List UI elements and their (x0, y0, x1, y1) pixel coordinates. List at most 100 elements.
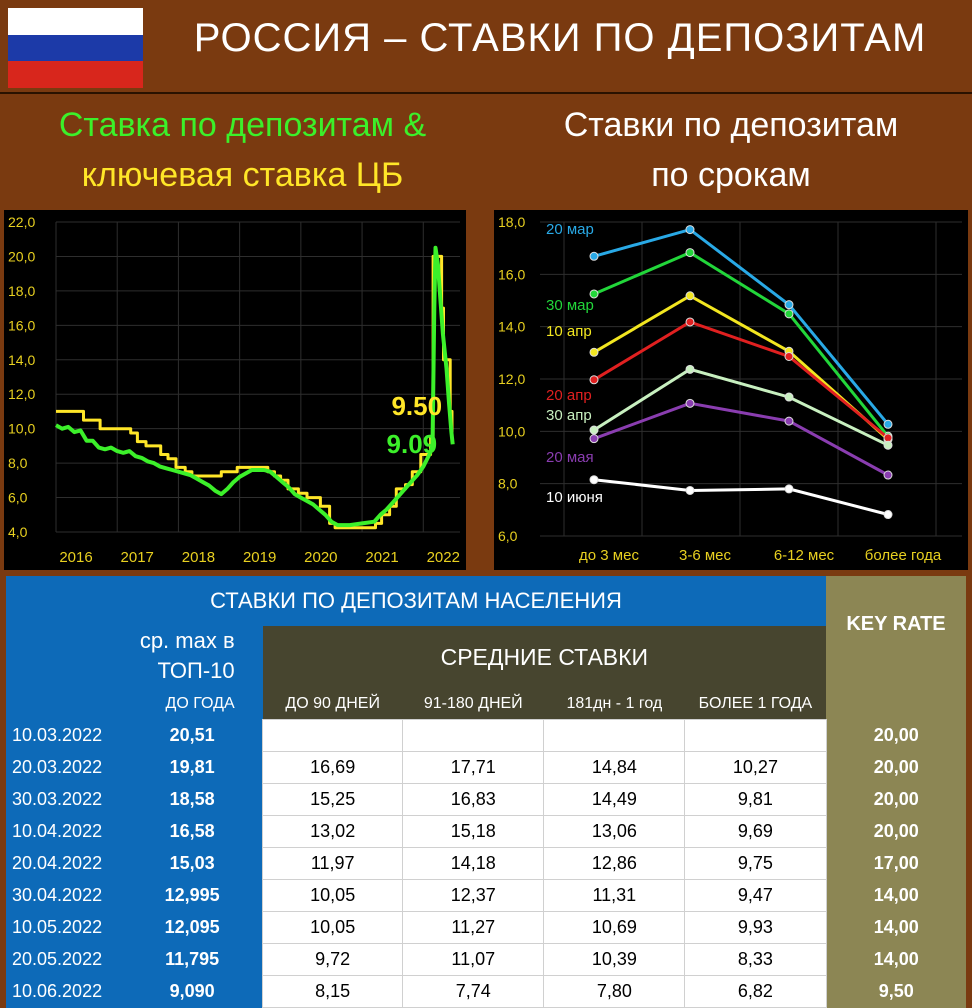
rate-over1y-cell: 9,69 (684, 815, 827, 848)
right-subtitle-line1: Ставки по депозитам (563, 106, 899, 144)
x-tick-label: 6-12 мес (774, 547, 835, 564)
table-row: 20.05.2022 11,795 9,72 11,07 10,39 8,33 14,00 (6, 943, 966, 976)
rate-over1y-cell: 9,47 (684, 879, 827, 912)
rate-90-cell: 10,05 (262, 879, 404, 912)
rate-1y-cell: 7,80 (543, 975, 686, 1008)
data-point (589, 475, 599, 485)
data-point (685, 485, 695, 495)
left-subtitle: Ставка по депозитам & ключевая ставка ЦБ (0, 100, 485, 200)
y-tick-label: 14,0 (8, 352, 35, 368)
rate-90-cell: 16,69 (262, 751, 404, 784)
rate-180-cell: 12,37 (402, 879, 545, 912)
key-rate-cell: 14,00 (826, 911, 966, 944)
date-cell: 10.05.2022 (6, 911, 123, 944)
x-tick-label: 2019 (243, 549, 276, 566)
series-line (593, 250, 890, 438)
data-point (589, 347, 599, 357)
date-cell: 20.04.2022 (6, 847, 123, 880)
data-point (589, 251, 599, 261)
y-tick-label: 10,0 (498, 423, 525, 439)
key-rate-header: KEY RATE (826, 576, 966, 720)
series-label: 10 апр (546, 323, 592, 340)
rate-180-cell: 17,71 (402, 751, 545, 784)
data-point (784, 309, 794, 319)
data-point (784, 392, 794, 402)
y-tick-label: 4,0 (8, 524, 28, 540)
flag-stripe-blue (8, 34, 143, 62)
y-tick-label: 20,0 (8, 248, 35, 264)
x-tick-label: 2018 (182, 549, 215, 566)
data-point (685, 291, 695, 301)
key-rate-chart: 4,0 6,0 8,0 10,0 12,0 14,0 16,0 18,0 20,0 22,0 201… (8, 214, 460, 566)
col-header-1y: 181дн - 1 год (543, 688, 685, 720)
key-rate-cell: 20,00 (826, 815, 966, 848)
y-tick-label: 14,0 (498, 319, 525, 335)
y-tick-label: 22,0 (8, 214, 35, 230)
rate-180-cell: 15,18 (402, 815, 545, 848)
date-cell: 10.06.2022 (6, 975, 123, 1008)
rate-1y-cell: 10,39 (543, 943, 686, 976)
key-rate-cell: 9,50 (826, 975, 966, 1008)
left-subtitle-line1: Ставка по депозитам & (58, 106, 427, 144)
rate-90-cell: 13,02 (262, 815, 404, 848)
deposit-rate-annotation: 9.09 (387, 429, 438, 459)
max-cell: 11,795 (122, 943, 263, 976)
data-point (883, 419, 893, 429)
date-cell: 10.04.2022 (6, 815, 123, 848)
rate-over1y-cell: 6,82 (684, 975, 827, 1008)
key-rate-cell: 14,00 (826, 943, 966, 976)
date-cell: 30.03.2022 (6, 783, 123, 816)
series-label: 20 апр (546, 387, 592, 404)
series-label: 30 апр (546, 407, 592, 424)
y-tick-label: 10,0 (8, 421, 35, 437)
date-cell: 20.05.2022 (6, 943, 123, 976)
rate-1y-cell: 14,49 (543, 783, 686, 816)
rate-90-cell: 11,97 (262, 847, 404, 880)
term-rates-chart: 6,0 8,0 10,0 12,0 14,0 16,0 18,0 до 3 мес 3-6 ме… (498, 214, 962, 564)
data-point (589, 375, 599, 385)
rate-90-cell: 15,25 (262, 783, 404, 816)
data-point (883, 470, 893, 480)
rate-90-cell: 9,72 (262, 943, 404, 976)
rate-90-cell (262, 719, 404, 752)
y-tick-label: 8,0 (8, 455, 28, 471)
series-line (593, 227, 890, 426)
max-cell: 16,58 (122, 815, 263, 848)
x-tick-label: более года (865, 547, 942, 564)
table-row: 30.03.2022 18,58 15,25 16,83 14,49 9,81 20,00 (6, 783, 966, 816)
page-title: РОССИЯ – СТАВКИ ПО ДЕПОЗИТАМ (193, 16, 927, 60)
x-tick-label: 2017 (121, 549, 154, 566)
y-tick-label: 6,0 (8, 490, 28, 506)
series-line (593, 320, 889, 440)
data-point (685, 317, 695, 327)
max-header-line3: ДО ГОДА (6, 688, 263, 720)
data-point (784, 351, 794, 361)
rate-90-cell: 10,05 (262, 911, 404, 944)
rate-1y-cell: 13,06 (543, 815, 686, 848)
data-point (784, 300, 794, 310)
rate-1y-cell: 11,31 (543, 879, 686, 912)
x-tick-label: 2022 (427, 549, 460, 566)
data-point (685, 248, 695, 258)
max-header-line1: ср. max в (139, 628, 235, 653)
y-tick-label: 18,0 (498, 214, 525, 230)
max-cell: 12,995 (122, 879, 263, 912)
data-point (784, 484, 794, 494)
rate-over1y-cell: 10,27 (684, 751, 827, 784)
key-rate-cell: 17,00 (826, 847, 966, 880)
rate-1y-cell: 14,84 (543, 751, 686, 784)
max-cell: 9,090 (122, 975, 263, 1008)
y-tick-label: 12,0 (498, 371, 525, 387)
avg-header: СРЕДНИЕ СТАВКИ (262, 626, 826, 688)
x-tick-label: 2016 (59, 549, 92, 566)
data-point (589, 434, 599, 444)
y-tick-label: 12,0 (8, 386, 35, 402)
table-row: 20.04.2022 15,03 11,97 14,18 12,86 9,75 17,00 (6, 847, 966, 880)
left-subtitle-line2: ключевая ставка ЦБ (81, 156, 404, 194)
y-tick-label: 16,0 (8, 317, 35, 333)
y-tick-label: 16,0 (498, 266, 525, 282)
max-cell: 12,095 (122, 911, 263, 944)
divider (0, 92, 972, 94)
rate-over1y-cell: 9,81 (684, 783, 827, 816)
rate-90-cell: 8,15 (262, 975, 404, 1008)
